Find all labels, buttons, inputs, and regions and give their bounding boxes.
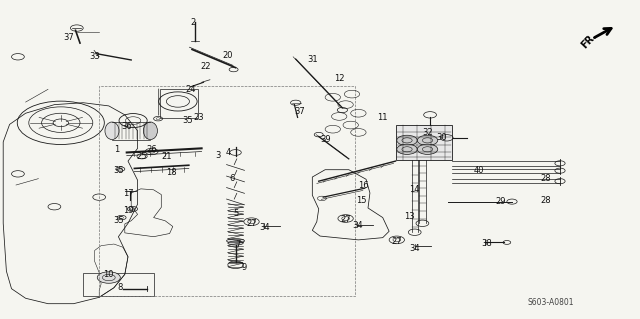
Text: 16: 16 <box>358 181 369 189</box>
Text: 13: 13 <box>404 212 415 221</box>
Text: 40: 40 <box>474 166 484 175</box>
Bar <box>160 89 198 118</box>
Text: 27: 27 <box>246 219 257 228</box>
Text: 23: 23 <box>193 113 204 122</box>
Bar <box>396 125 452 160</box>
Text: 4: 4 <box>226 148 231 157</box>
Text: 35: 35 <box>113 216 124 225</box>
Text: 14: 14 <box>410 185 420 194</box>
Bar <box>83 273 154 296</box>
Circle shape <box>417 135 438 145</box>
Text: 1: 1 <box>115 145 120 154</box>
Text: 30: 30 <box>436 133 447 142</box>
Ellipse shape <box>143 122 157 139</box>
Text: 26: 26 <box>147 145 157 154</box>
Text: 10: 10 <box>104 271 114 279</box>
Text: 27: 27 <box>340 215 351 224</box>
Text: 17: 17 <box>123 189 133 198</box>
Text: 7: 7 <box>236 241 241 249</box>
Text: 28: 28 <box>540 174 550 182</box>
Circle shape <box>97 272 120 283</box>
Text: 31: 31 <box>307 55 317 63</box>
Text: 29: 29 <box>495 197 506 206</box>
Text: 37: 37 <box>294 107 305 115</box>
Text: 18: 18 <box>166 168 177 177</box>
Ellipse shape <box>228 241 243 245</box>
Ellipse shape <box>105 122 119 139</box>
Text: 9: 9 <box>242 263 247 272</box>
Text: 27: 27 <box>392 237 402 246</box>
Text: 19: 19 <box>123 206 133 215</box>
Text: 34: 34 <box>410 244 420 253</box>
Text: 8: 8 <box>118 283 123 292</box>
Text: 38: 38 <box>481 239 492 248</box>
Text: 36: 36 <box>122 122 132 130</box>
Text: 37: 37 <box>64 33 74 42</box>
Text: 2: 2 <box>191 19 196 27</box>
Text: 34: 34 <box>259 223 269 232</box>
Text: 3: 3 <box>215 151 220 160</box>
Circle shape <box>417 144 438 154</box>
Text: 20: 20 <box>222 51 232 60</box>
Text: 24: 24 <box>186 85 196 94</box>
Text: 21: 21 <box>161 152 172 161</box>
Text: 22: 22 <box>201 62 211 71</box>
Circle shape <box>397 135 417 145</box>
Text: 15: 15 <box>356 196 367 205</box>
Text: 35: 35 <box>113 166 124 175</box>
Text: S603-A0801: S603-A0801 <box>527 298 573 307</box>
Text: 28: 28 <box>540 196 550 205</box>
Text: 34: 34 <box>352 221 362 230</box>
Text: 6: 6 <box>230 174 235 183</box>
Ellipse shape <box>227 239 244 243</box>
Text: 35: 35 <box>182 116 193 125</box>
Text: 12: 12 <box>334 74 344 83</box>
Text: 5: 5 <box>233 209 238 218</box>
Circle shape <box>397 144 417 154</box>
Text: 11: 11 <box>378 113 388 122</box>
Text: 39: 39 <box>320 135 330 144</box>
Text: 33: 33 <box>90 52 100 61</box>
Text: FR.: FR. <box>579 31 598 50</box>
Text: 25: 25 <box>137 152 147 161</box>
Text: 32: 32 <box>422 128 433 137</box>
